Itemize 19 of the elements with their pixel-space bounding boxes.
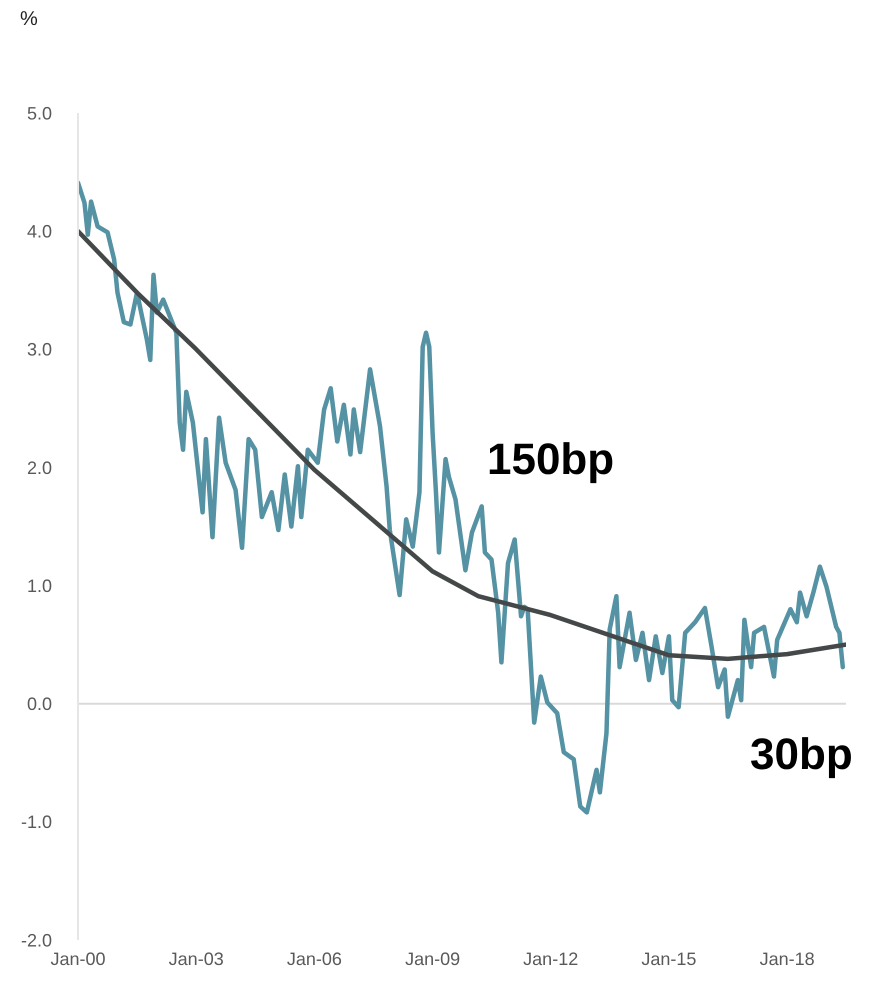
annotation: 150bp — [487, 435, 614, 484]
x-tick-label: Jan-09 — [405, 948, 460, 969]
annotation: 30bp — [750, 730, 853, 779]
y-tick-label: 5.0 — [26, 103, 52, 124]
x-tick-label: Jan-06 — [286, 948, 342, 969]
x-tick-label: Jan-15 — [641, 948, 696, 969]
y-tick-label: 0.0 — [26, 694, 52, 714]
y-tick-label: -1.0 — [20, 812, 52, 832]
line-series — [78, 228, 846, 662]
x-tick-label: Jan-00 — [50, 948, 106, 969]
y-tick-label: 1.0 — [26, 576, 52, 596]
y-tick-label: 2.0 — [26, 458, 52, 478]
x-tick-label: Jan-18 — [760, 948, 815, 969]
y-tick-label: 3.0 — [26, 340, 52, 360]
y-tick-label: -2.0 — [20, 930, 52, 950]
x-tick-label: Jan-03 — [168, 948, 224, 969]
y-tick-label: 4.0 — [26, 222, 52, 242]
x-tick-label: Jan-12 — [523, 948, 578, 969]
y-axis-title: % — [20, 8, 38, 31]
